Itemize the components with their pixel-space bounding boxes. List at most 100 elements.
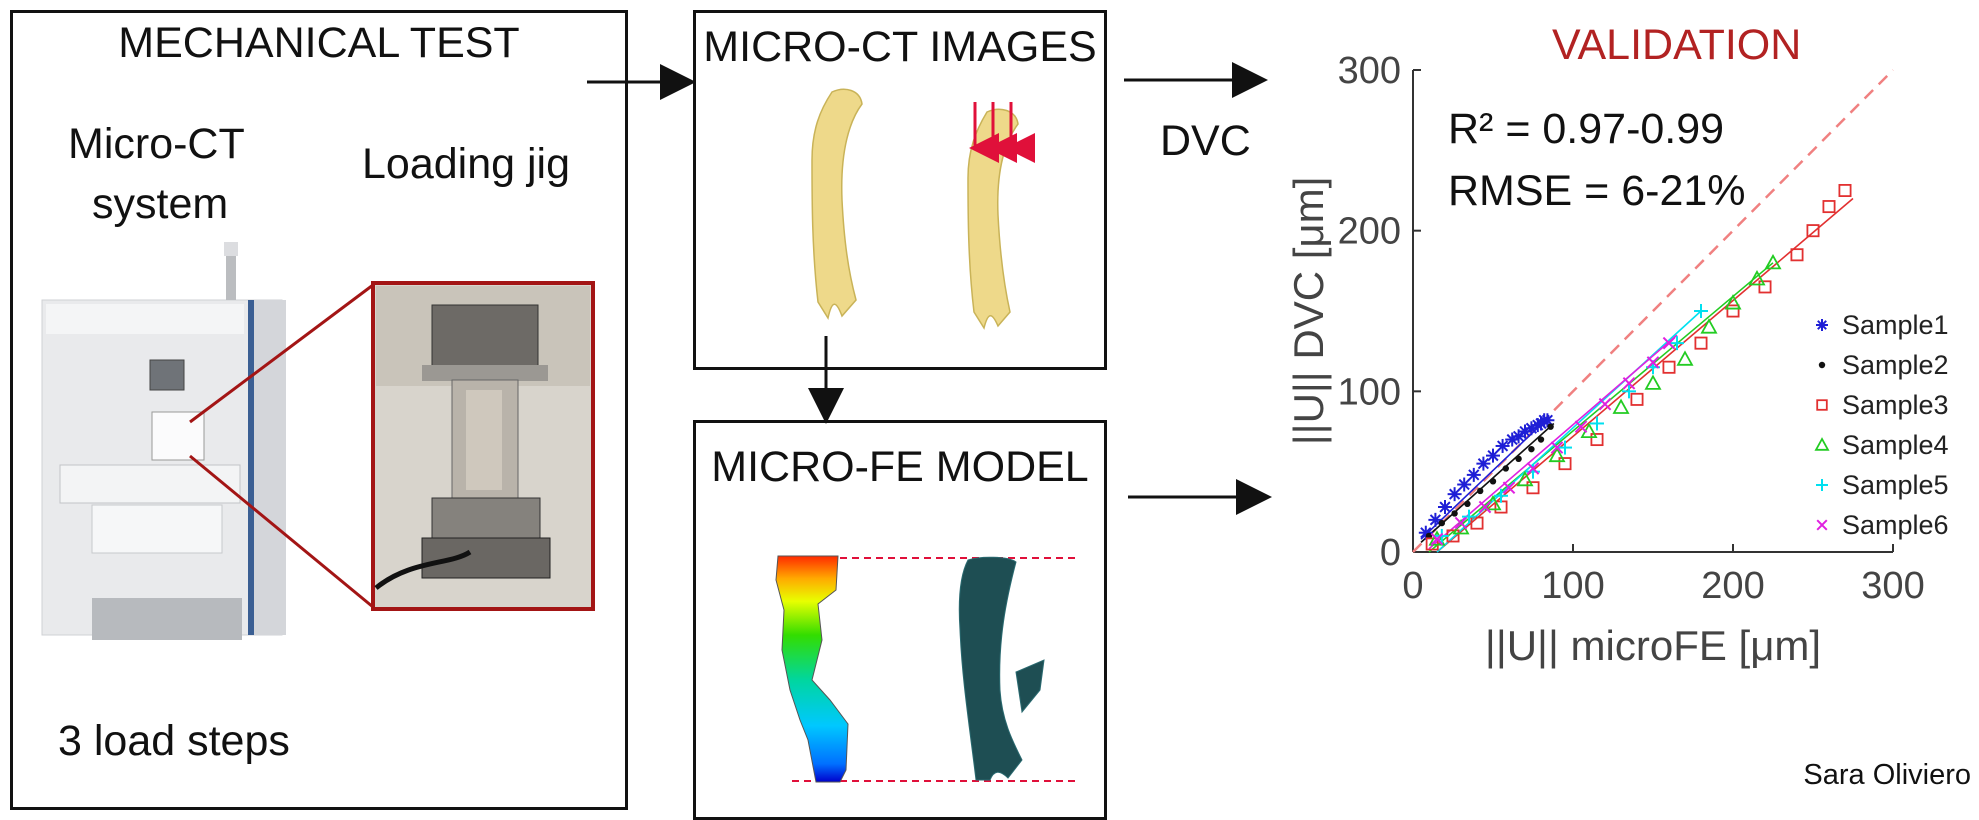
data-point-sample1 — [1495, 438, 1510, 453]
legend-label-sample6: Sample6 — [1842, 510, 1949, 540]
credit-text: Sara Oliviero — [1803, 759, 1971, 791]
x-tick-label: 300 — [1861, 565, 1924, 607]
data-point-sample6 — [1454, 516, 1468, 530]
data-point-sample6 — [1646, 356, 1660, 369]
data-point-sample2 — [1489, 478, 1497, 485]
data-point-sample4 — [1548, 446, 1566, 463]
data-point-sample2 — [1438, 519, 1446, 527]
data-point-sample5 — [1622, 384, 1636, 399]
y-tick-label: 200 — [1338, 211, 1401, 253]
data-point-sample1 — [1457, 477, 1472, 492]
x-tick-label: 200 — [1701, 565, 1764, 607]
dvc-label: DVC — [1160, 117, 1251, 165]
legend-label-sample1: Sample1 — [1842, 310, 1949, 340]
micro-ct-machine-image — [41, 242, 286, 640]
data-point-sample4 — [1428, 530, 1446, 546]
data-point-sample4 — [1516, 470, 1534, 487]
data-point-sample4 — [1724, 294, 1742, 310]
data-point-sample3 — [1558, 457, 1572, 471]
data-point-sample3 — [1726, 304, 1740, 318]
legend-label-sample4: Sample4 — [1842, 430, 1949, 460]
data-point-sample1 — [1486, 448, 1500, 463]
data-point-sample3 — [1790, 248, 1804, 262]
data-point-sample5 — [1590, 416, 1604, 431]
micro-ct-system-label-line1: Micro-CT — [68, 120, 245, 168]
micro-ct-system-label-line2: system — [92, 180, 229, 228]
x-tick-label: 100 — [1541, 565, 1604, 607]
legend-marker-sample6 — [1816, 519, 1828, 531]
fit-line-6 — [1428, 334, 1678, 550]
microfe-displacement-map — [775, 555, 849, 783]
data-point-sample1 — [1476, 456, 1491, 471]
data-point-sample2 — [1502, 465, 1510, 472]
micro-ct-bone-left — [811, 88, 863, 320]
data-point-sample5 — [1670, 336, 1684, 351]
data-point-sample6 — [1478, 500, 1492, 514]
data-point-sample6 — [1574, 420, 1588, 433]
data-point-sample4 — [1748, 270, 1766, 286]
data-point-sample4 — [1612, 398, 1630, 414]
y-tick-label: 0 — [1380, 532, 1401, 574]
micro-ct-images-panel — [693, 10, 1107, 370]
data-point-sample6 — [1598, 397, 1612, 411]
validation-title: VALIDATION — [1552, 21, 1802, 69]
data-point-sample3 — [1694, 336, 1708, 350]
data-point-sample5 — [1494, 488, 1508, 503]
data-point-sample2 — [1528, 445, 1535, 453]
data-point-sample6 — [1502, 481, 1516, 495]
fit-line-1 — [1420, 416, 1550, 540]
identity-line — [1412, 69, 1894, 553]
data-point-sample3 — [1526, 481, 1540, 495]
data-point-sample2 — [1515, 455, 1522, 463]
data-point-sample4 — [1644, 374, 1662, 390]
micro-ct-images-title: MICRO-CT IMAGES — [703, 23, 1097, 71]
y-tick-label: 300 — [1338, 50, 1401, 92]
data-point-sample4 — [1700, 318, 1718, 334]
legend-marker-sample3 — [1816, 399, 1828, 411]
data-point-sample3 — [1822, 200, 1836, 214]
data-point-sample5 — [1462, 509, 1476, 524]
legend-label-sample3: Sample3 — [1842, 390, 1949, 420]
data-point-sample4 — [1676, 350, 1694, 366]
microfe-mesh-bone — [958, 556, 1045, 781]
data-point-sample1 — [1447, 487, 1462, 502]
loading-jig-image — [371, 281, 595, 611]
data-point-sample2 — [1477, 487, 1484, 495]
data-point-sample3 — [1662, 360, 1676, 374]
x-axis-label: ||U|| microFE [μm] — [1485, 622, 1821, 669]
data-point-sample2 — [1464, 500, 1471, 507]
loading-jig-label: Loading jig — [362, 140, 571, 188]
data-point-sample3 — [1470, 516, 1484, 530]
legend-marker-sample5 — [1816, 479, 1828, 491]
data-point-sample1 — [1466, 467, 1481, 482]
data-point-sample6 — [1430, 532, 1444, 546]
diagram-illustration — [41, 62, 1272, 783]
data-point-sample3 — [1758, 280, 1772, 294]
rmse-annotation: RMSE = 6-21% — [1448, 167, 1746, 215]
load-steps-label: 3 load steps — [58, 717, 290, 765]
data-point-sample3 — [1630, 392, 1644, 406]
micro-fe-model-title: MICRO-FE MODEL — [711, 443, 1089, 491]
legend-marker-sample1 — [1816, 319, 1828, 331]
data-point-sample6 — [1550, 441, 1564, 454]
legend-marker-sample2 — [1818, 361, 1826, 369]
data-point-sample5 — [1694, 304, 1708, 318]
data-point-sample3 — [1838, 183, 1852, 197]
data-point-sample4 — [1764, 253, 1782, 270]
data-point-sample6 — [1526, 462, 1540, 475]
data-point-sample5 — [1558, 440, 1572, 455]
data-point-sample6 — [1662, 336, 1676, 350]
micro-ct-bone-right — [967, 108, 1019, 330]
fit-line-5 — [1436, 310, 1702, 553]
y-axis-label: ||U|| DVC [μm] — [1285, 177, 1332, 446]
data-point-sample2 — [1451, 510, 1458, 517]
data-point-sample2 — [1547, 423, 1554, 430]
legend-label-sample2: Sample2 — [1842, 350, 1949, 380]
data-point-sample2 — [1537, 436, 1545, 443]
fit-line-3 — [1436, 197, 1854, 553]
data-point-sample1 — [1511, 429, 1526, 444]
data-point-sample3 — [1590, 433, 1604, 447]
y-tick-label: 100 — [1338, 371, 1401, 413]
legend-label-sample5: Sample5 — [1842, 470, 1949, 500]
validation-scatter-chart: 0 100 200 300 0 100 200 300 ||U|| microFE [μm] ||… — [1285, 50, 1949, 669]
